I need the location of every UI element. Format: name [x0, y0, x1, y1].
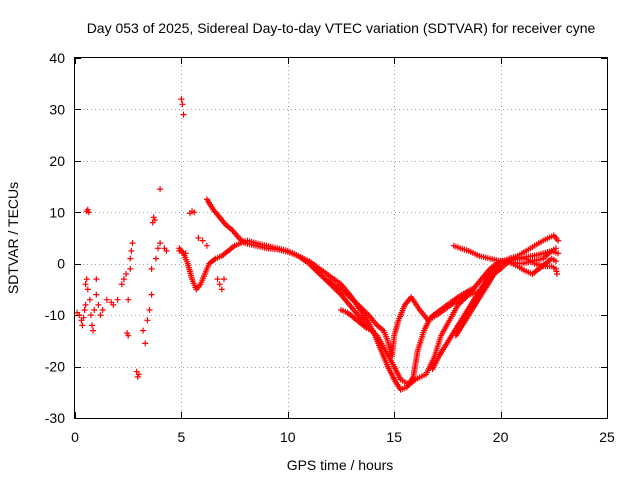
data-point	[118, 281, 125, 288]
data-point	[195, 235, 202, 241]
data-point	[554, 271, 560, 277]
chart-title: Day 053 of 2025, Sidereal Day-to-day VTE…	[87, 20, 596, 36]
data-point	[157, 186, 164, 193]
data-point	[88, 312, 94, 319]
data-point	[179, 101, 186, 108]
data-point	[93, 291, 100, 298]
data-point	[191, 209, 198, 216]
data-point	[128, 247, 135, 254]
data-point	[125, 332, 132, 339]
x-tick-label: 10	[280, 429, 296, 445]
data-point	[90, 327, 97, 334]
data-point	[82, 281, 89, 288]
data-point	[152, 255, 159, 262]
data-point	[91, 307, 98, 313]
y-tick-label: 30	[49, 101, 65, 117]
data-point	[123, 271, 130, 277]
data-point	[144, 317, 151, 324]
data-point	[148, 265, 155, 272]
data-point	[555, 250, 562, 257]
x-tick-label: 25	[599, 429, 615, 445]
data-point	[82, 301, 89, 308]
x-tick-label: 0	[71, 429, 79, 445]
data-point	[369, 327, 376, 334]
data-point	[142, 340, 149, 347]
data-point	[552, 245, 559, 252]
data-point	[120, 276, 127, 283]
data-point	[146, 307, 153, 313]
data-point	[97, 312, 104, 319]
plot-frame	[74, 57, 608, 419]
data-point	[140, 327, 147, 334]
y-tick-label: 20	[49, 153, 65, 169]
data-point	[151, 217, 158, 223]
y-tick-label: 40	[49, 50, 65, 66]
data-point	[199, 237, 206, 244]
x-axis-label: GPS time / hours	[287, 457, 394, 473]
data-point	[127, 265, 134, 272]
data-point	[84, 286, 91, 293]
data-point	[89, 322, 95, 329]
data-point	[99, 307, 106, 313]
data-point	[203, 242, 210, 249]
data-point	[103, 296, 110, 303]
data-point	[127, 255, 134, 262]
data-point	[180, 111, 187, 118]
y-tick-label: 10	[49, 204, 65, 220]
data-point	[178, 96, 185, 103]
data-point	[221, 276, 227, 283]
grid-layer	[75, 58, 607, 418]
y-tick-label: -20	[45, 359, 65, 375]
data-point	[216, 281, 223, 288]
data-point	[83, 276, 90, 283]
data-point	[218, 286, 225, 293]
tick-label-layer: 0 5 10 15 20 25 -30 -20 -10 0 10 20 30 40	[45, 50, 615, 445]
data-point	[135, 371, 142, 378]
data-point	[552, 258, 559, 265]
data-point	[86, 296, 93, 303]
data-point	[79, 322, 86, 329]
data-point	[76, 312, 83, 319]
y-axis-label: SDTVAR / TECUs	[5, 182, 21, 294]
data-point	[81, 307, 88, 313]
data-point	[95, 301, 102, 308]
x-tick-label: 15	[386, 429, 402, 445]
data-point	[148, 291, 155, 298]
data-point	[214, 276, 221, 283]
data-point	[157, 240, 164, 247]
y-tick-label: -10	[45, 307, 65, 323]
data-point	[93, 276, 100, 283]
x-tick-label: 5	[178, 429, 186, 445]
data-point	[163, 247, 170, 254]
data-point	[110, 301, 117, 308]
x-tick-label: 20	[493, 429, 509, 445]
data-point	[114, 296, 121, 303]
data-point	[155, 245, 161, 252]
y-tick-label: -30	[45, 410, 65, 426]
data-point	[125, 296, 132, 303]
data-point	[129, 240, 136, 247]
data-point	[80, 314, 87, 321]
y-tick-label: 0	[57, 256, 65, 272]
data-point	[555, 237, 562, 244]
tick-layer	[75, 58, 608, 419]
data-point	[85, 209, 92, 216]
marks-layer	[74, 96, 562, 393]
